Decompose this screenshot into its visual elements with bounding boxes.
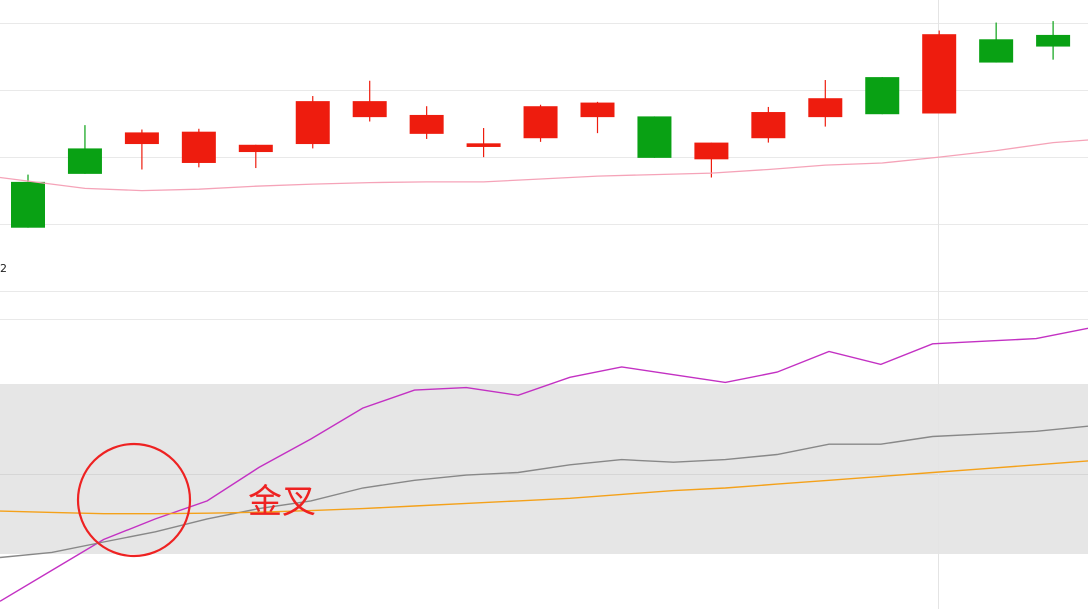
indicator-line-baseline [0,460,1088,515]
candle-body [352,101,387,118]
grid-lines [0,23,1088,320]
candle-body [181,131,216,163]
candle-body [124,132,159,145]
candle-body [238,144,273,153]
candle-body [922,34,957,114]
candle-body [580,102,615,118]
indicator-panel [0,327,1088,602]
candle-body [523,106,558,139]
candle-body [694,142,729,160]
golden-cross-label: 金叉 [248,482,316,522]
indicator-line-fast [0,327,1088,602]
y-tick-label: 2 [0,262,7,275]
ma-line [0,139,1088,192]
candle-body [865,77,900,115]
moving-average-panel [0,139,1088,192]
candle-body [751,112,786,139]
golden-cross-circle [76,442,192,558]
candle-body [466,143,501,147]
candle-body [409,114,444,134]
candle-body [11,181,45,228]
candle-body [637,116,672,158]
candlestick-panel [11,21,1071,228]
candle-body [295,101,330,145]
candle-body [1036,34,1071,47]
candle-body [979,39,1014,63]
indicator-line-slow [0,425,1088,559]
candle-body [808,98,843,118]
candle-body [67,148,102,174]
